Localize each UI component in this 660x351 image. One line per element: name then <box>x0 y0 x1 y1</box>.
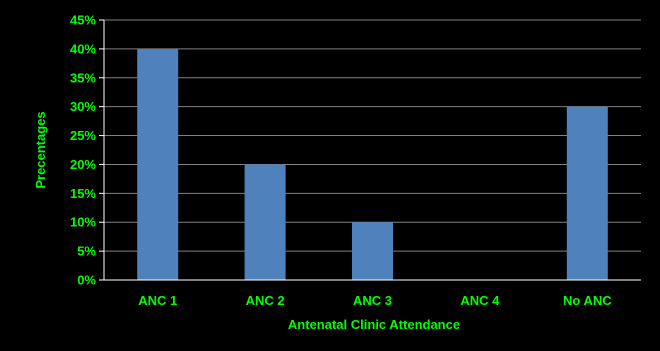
y-tick-label: 10% <box>70 215 96 230</box>
x-tick-label: No ANC <box>563 293 612 308</box>
x-tick-label: ANC 3 <box>353 293 392 308</box>
y-tick-label: 0% <box>77 273 96 288</box>
bar <box>137 48 179 281</box>
y-tick-label: 25% <box>70 128 96 143</box>
y-tick-label: 30% <box>70 99 96 114</box>
x-tick-labels: ANC 1 ANC 2 ANC 3 ANC 4 No ANC <box>138 293 612 308</box>
bar <box>566 106 608 281</box>
y-tick-label: 45% <box>70 13 96 28</box>
x-tick-label: ANC 2 <box>246 293 285 308</box>
y-tick-label: 40% <box>70 41 96 56</box>
y-tick-label: 20% <box>70 157 96 172</box>
bar <box>352 222 393 280</box>
y-tick-label: 5% <box>77 244 96 259</box>
axes <box>103 20 641 281</box>
x-tick-label: ANC 4 <box>460 293 500 308</box>
x-axis-title: Antenatal Clinic Attendance <box>288 317 460 332</box>
bar <box>244 164 286 280</box>
bars <box>137 48 608 281</box>
y-tick-labels: 0% 5% 10% 15% 20% 25% 30% 35% 40% 45% <box>70 13 104 288</box>
x-tick-label: ANC 1 <box>138 293 177 308</box>
y-tick-label: 15% <box>70 186 96 201</box>
y-tick-label: 35% <box>70 70 96 85</box>
gridlines <box>104 19 641 252</box>
y-axis-title: Precentages <box>33 111 48 188</box>
